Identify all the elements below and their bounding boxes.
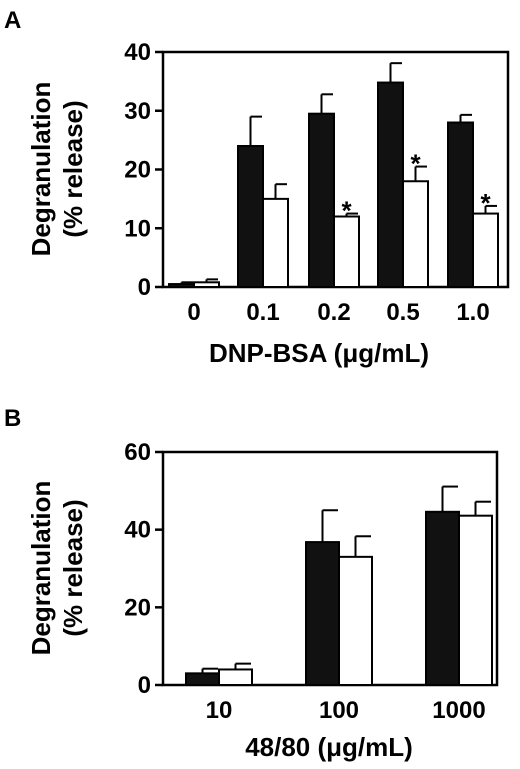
panel-b-xtick-label: 100 bbox=[319, 697, 359, 724]
panel-a-ytick-label: 0 bbox=[138, 274, 151, 301]
panel-b-ytick-label: 40 bbox=[124, 517, 151, 544]
panel-a-bar-s2 bbox=[262, 197, 289, 288]
panel-b-bar-s2 bbox=[338, 555, 373, 686]
panel-b-ytick-label: 0 bbox=[138, 672, 151, 699]
panel-a-ylabel-line2: (% release) bbox=[58, 100, 88, 237]
panel-b: B Degranulation (% release) 0 20 40 60 10 100… bbox=[4, 405, 499, 762]
panel-b-plot-area: 0 20 40 60 10 100 1000 bbox=[124, 439, 499, 724]
panel-a-bar-s1 bbox=[237, 145, 264, 288]
panel-a-bar-s2 bbox=[472, 212, 499, 288]
panel-b-ytick-label: 20 bbox=[124, 594, 151, 621]
panel-a-significance-star: * bbox=[480, 188, 491, 218]
panel-b-label: B bbox=[4, 405, 21, 432]
panel-a-ytick-label: 10 bbox=[124, 215, 151, 242]
panel-a-xtick-label: 0.5 bbox=[386, 299, 419, 326]
panel-a-xtick-label: 0.1 bbox=[246, 299, 279, 326]
panel-a-ylabel-line1: Degranulation bbox=[26, 82, 56, 257]
panel-b-bar-s2 bbox=[458, 514, 493, 686]
panel-b-bar-s2 bbox=[218, 668, 253, 687]
panel-b-bar-s1 bbox=[305, 541, 340, 686]
panel-a-ytick-label: 40 bbox=[124, 39, 151, 66]
panel-b-bar-s1 bbox=[185, 672, 220, 686]
panel-a: A Degranulation (% release) 0 10 20 30 40 0 0.… bbox=[4, 7, 510, 368]
panel-a-label: A bbox=[4, 7, 21, 34]
panel-b-bar-s1 bbox=[425, 510, 460, 687]
panel-a-bar-s1 bbox=[447, 121, 474, 288]
panel-a-bar-s1 bbox=[308, 112, 335, 288]
panel-b-xtick-label: 10 bbox=[206, 697, 233, 724]
panel-b-xlabel: 48/80 (μg/mL) bbox=[245, 732, 413, 762]
panel-a-bar-s2 bbox=[333, 215, 360, 288]
panel-a-xlabel: DNP-BSA (μg/mL) bbox=[209, 338, 429, 368]
panel-a-bar-s2 bbox=[402, 180, 429, 288]
panel-a-xtick-label: 0 bbox=[187, 299, 200, 326]
panel-a-xtick-label: 1.0 bbox=[456, 299, 489, 326]
panel-a-plot-area: 0 10 20 30 40 0 0.1 * 0.2 * 0.5 * 1.0 bbox=[124, 39, 510, 326]
panel-a-ytick-label: 30 bbox=[124, 98, 151, 125]
panel-b-ytick-label: 60 bbox=[124, 439, 151, 466]
panel-a-bar-s1 bbox=[168, 283, 195, 288]
panel-a-ytick-label: 20 bbox=[124, 157, 151, 184]
panel-a-bar-s2 bbox=[193, 281, 220, 288]
panel-a-bar-s1 bbox=[377, 81, 404, 288]
panel-a-significance-star: * bbox=[410, 149, 421, 179]
panel-b-ylabel-line1: Degranulation bbox=[26, 481, 56, 656]
panel-a-xtick-label: 0.2 bbox=[317, 299, 350, 326]
panel-b-xtick-label: 1000 bbox=[432, 697, 485, 724]
panel-a-significance-star: * bbox=[341, 196, 352, 226]
panel-b-ylabel-line2: (% release) bbox=[58, 499, 88, 636]
